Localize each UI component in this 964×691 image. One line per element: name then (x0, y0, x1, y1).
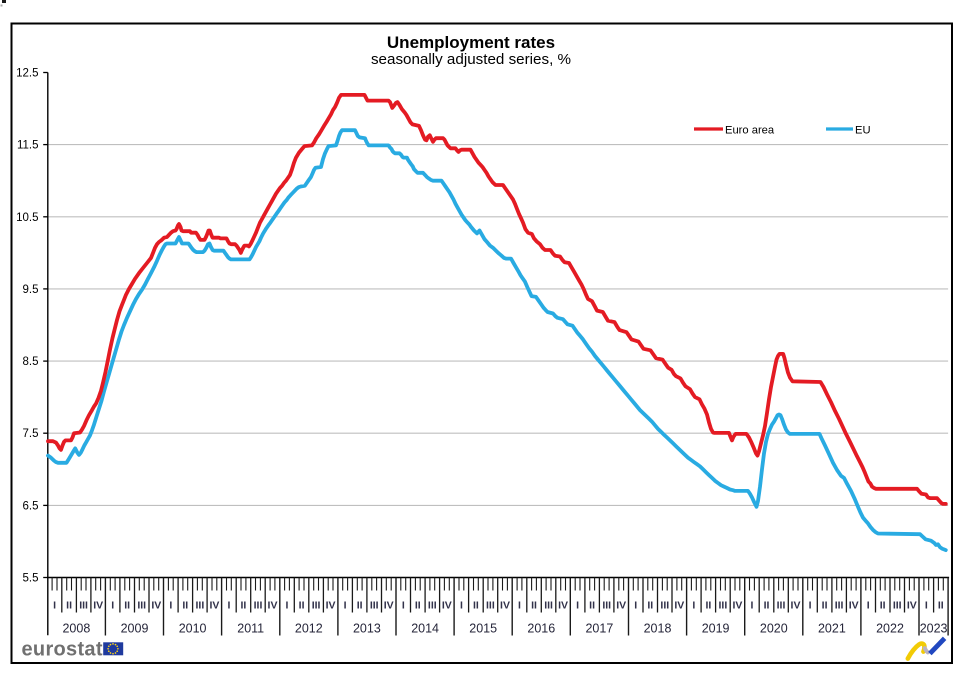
svg-text:II: II (880, 600, 886, 612)
svg-text:II: II (415, 600, 421, 612)
svg-text:5.5: 5.5 (23, 573, 39, 585)
svg-text:11.5: 11.5 (17, 140, 39, 152)
svg-text:10.5: 10.5 (16, 212, 38, 224)
svg-text:2012: 2012 (295, 622, 323, 636)
svg-text:I: I (344, 600, 347, 612)
svg-text:II: II (473, 600, 479, 612)
svg-text:I: I (692, 600, 695, 612)
svg-text:I: I (286, 600, 289, 612)
svg-text:I: I (634, 600, 637, 612)
svg-text:IV: IV (849, 600, 859, 612)
svg-text:I: I (809, 600, 812, 612)
svg-text:IV: IV (616, 600, 626, 612)
svg-text:12.5: 12.5 (16, 68, 38, 80)
svg-text:2016: 2016 (527, 622, 555, 636)
svg-text:IV: IV (326, 600, 336, 612)
svg-text:Unemployment rates: Unemployment rates (387, 33, 555, 52)
svg-text:IV: IV (209, 600, 219, 612)
svg-text:IV: IV (442, 600, 452, 612)
svg-text:II: II (938, 600, 944, 612)
svg-text:II: II (531, 600, 537, 612)
svg-text:IV: IV (384, 600, 394, 612)
svg-text:8.5: 8.5 (23, 356, 39, 368)
svg-text:I: I (751, 600, 754, 612)
svg-text:II: II (299, 600, 305, 612)
svg-text:2023: 2023 (920, 622, 948, 636)
svg-text:III: III (196, 600, 205, 612)
svg-text:III: III (777, 600, 786, 612)
svg-text:2010: 2010 (179, 622, 207, 636)
svg-text:III: III (428, 600, 437, 612)
svg-text:III: III (893, 600, 902, 612)
svg-text:Euro area: Euro area (725, 125, 775, 137)
svg-text:I: I (925, 600, 928, 612)
svg-text:IV: IV (500, 600, 510, 612)
svg-text:III: III (137, 600, 146, 612)
svg-text:7.5: 7.5 (23, 428, 39, 440)
svg-text:I: I (227, 600, 230, 612)
svg-text:2008: 2008 (62, 622, 90, 636)
svg-text:2017: 2017 (585, 622, 613, 636)
svg-text:II: II (357, 600, 363, 612)
svg-text:I: I (576, 600, 579, 612)
svg-text:II: II (705, 600, 711, 612)
svg-text:I: I (460, 600, 463, 612)
svg-text:III: III (835, 600, 844, 612)
svg-text:IV: IV (93, 600, 103, 612)
svg-text:2018: 2018 (644, 622, 672, 636)
svg-text:I: I (169, 600, 172, 612)
svg-text:2011: 2011 (237, 622, 264, 636)
svg-text:I: I (402, 600, 405, 612)
svg-text:III: III (370, 600, 379, 612)
svg-text:III: III (312, 600, 321, 612)
svg-text:2015: 2015 (469, 622, 497, 636)
svg-text:III: III (486, 600, 495, 612)
svg-text:EU: EU (855, 125, 871, 137)
svg-text:seasonally adjusted series, %: seasonally adjusted series, % (371, 51, 571, 68)
svg-text:IV: IV (558, 600, 568, 612)
svg-text:IV: IV (791, 600, 801, 612)
svg-text:I: I (53, 600, 56, 612)
svg-text:IV: IV (151, 600, 161, 612)
svg-text:2021: 2021 (818, 622, 846, 636)
svg-text:II: II (647, 600, 653, 612)
svg-text:IV: IV (732, 600, 742, 612)
svg-text:II: II (182, 600, 188, 612)
svg-text:III: III (254, 600, 263, 612)
svg-text:2014: 2014 (411, 622, 439, 636)
svg-text:III: III (719, 600, 728, 612)
svg-text:2020: 2020 (760, 622, 788, 636)
svg-text:I: I (111, 600, 114, 612)
svg-text:9.5: 9.5 (23, 284, 39, 296)
svg-text:2009: 2009 (121, 622, 149, 636)
svg-text:I: I (867, 600, 870, 612)
svg-text:II: II (66, 600, 72, 612)
svg-text:III: III (79, 600, 88, 612)
svg-text:2013: 2013 (353, 622, 381, 636)
svg-text:II: II (589, 600, 595, 612)
svg-text:6.5: 6.5 (23, 500, 39, 512)
svg-text:IV: IV (674, 600, 684, 612)
svg-text:II: II (764, 600, 770, 612)
svg-text:II: II (240, 600, 246, 612)
svg-text:2022: 2022 (876, 622, 904, 636)
svg-text:IV: IV (907, 600, 917, 612)
svg-text:III: III (660, 600, 669, 612)
svg-text:IV: IV (268, 600, 278, 612)
svg-text:III: III (602, 600, 611, 612)
svg-text:I: I (518, 600, 521, 612)
svg-text:eurostat: eurostat (22, 639, 103, 661)
svg-text:II: II (124, 600, 130, 612)
svg-text:III: III (544, 600, 553, 612)
svg-text:2019: 2019 (702, 622, 730, 636)
svg-text:II: II (822, 600, 828, 612)
